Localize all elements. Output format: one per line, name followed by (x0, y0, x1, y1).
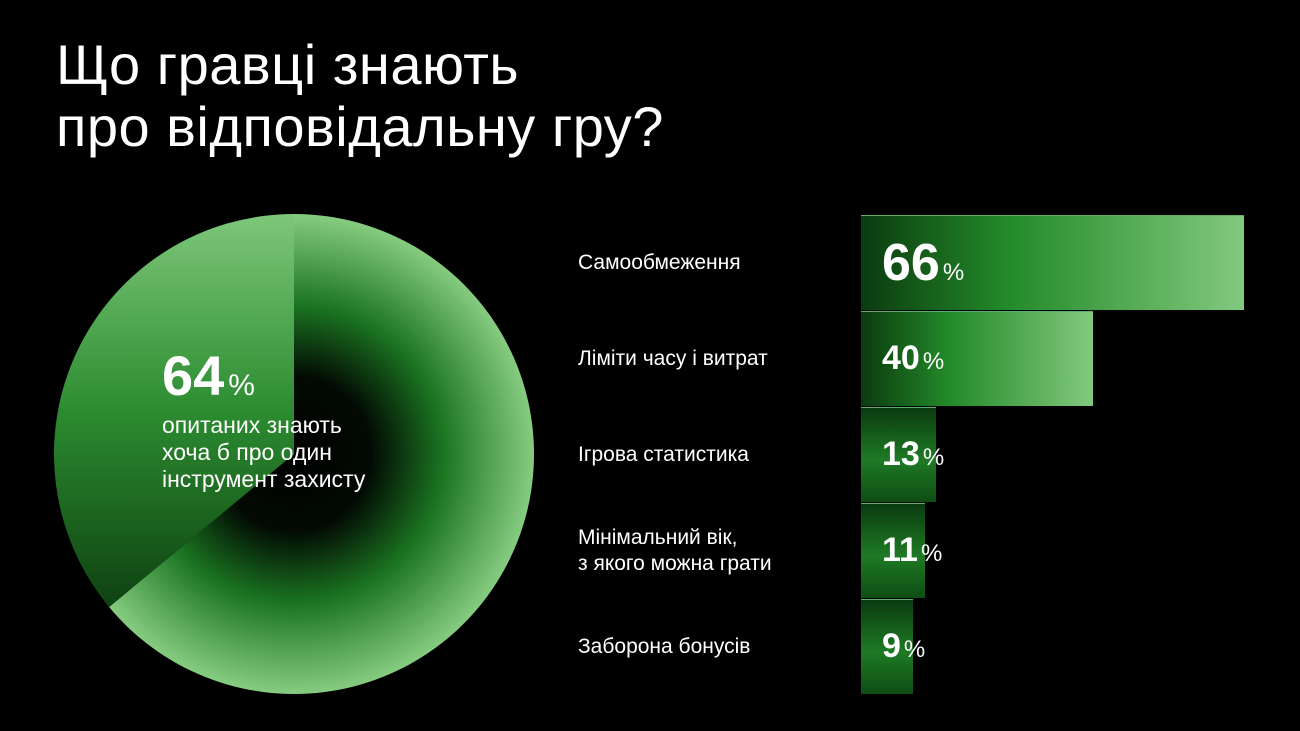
bar-value-unit-4: % (920, 539, 943, 567)
pie-description: опитаних знають хоча б про один інструме… (162, 412, 462, 493)
bar-value-5: 9% (882, 627, 925, 666)
bar-label-4-line-1: Мінімальний вік, (578, 525, 738, 549)
pie-value-number: 64 (162, 344, 225, 407)
bar-value-number-2: 40 (882, 338, 920, 377)
bar-3 (861, 407, 937, 502)
bar-label-1: Самообмеження (578, 215, 853, 310)
title-line-1: Що гравці знають (56, 33, 520, 96)
bar-1 (861, 215, 1244, 310)
pie-description-line-1: опитаних знають (162, 412, 342, 438)
bar-value-2: 40% (882, 339, 944, 378)
pie-description-line-2: хоча б про один (162, 439, 332, 465)
bar-value-unit-1: % (942, 258, 965, 286)
bar-value-number-4: 11 (882, 530, 918, 569)
bar-5 (861, 599, 914, 694)
bar-value-3: 13% (882, 435, 944, 474)
pie-slice-2 (54, 214, 294, 607)
bar-label-5: Заборона бонусів (578, 599, 853, 694)
bar-4 (861, 503, 925, 598)
pie-value: 64 % (162, 346, 462, 406)
pie-slice-1 (109, 214, 534, 694)
bar-label-3: Ігрова статистика (578, 407, 853, 502)
bar-label-4: Мінімальний вік, з якого можна грати (578, 503, 853, 598)
bar-label-3-line-1: Ігрова статистика (578, 442, 749, 466)
pie-chart-svg (54, 214, 534, 694)
bar-value-1: 66% (882, 233, 964, 293)
bar-value-number-3: 13 (882, 434, 920, 473)
page-title: Що гравці знають про відповідальну гру? (56, 34, 664, 158)
pie-center-annotation: 64 % опитаних знають хоча б про один інс… (162, 346, 462, 493)
bar-label-2: Ліміти часу і витрат (578, 311, 853, 406)
bar-value-unit-3: % (922, 443, 945, 471)
bar-label-1-line-1: Самообмеження (578, 250, 741, 274)
bar-value-unit-2: % (922, 347, 945, 375)
pie-chart (54, 214, 534, 694)
title-line-2: про відповідальну гру? (56, 95, 664, 158)
bar-value-unit-5: % (903, 635, 926, 663)
bar-value-number-5: 9 (882, 626, 901, 665)
bar-label-2-line-1: Ліміти часу і витрат (578, 346, 768, 370)
bar-value-number-1: 66 (882, 233, 940, 292)
bar-label-4-line-2: з якого можна грати (578, 551, 772, 575)
pie-value-unit: % (228, 369, 255, 402)
bar-value-4: 11% (882, 531, 942, 570)
bar-label-5-line-1: Заборона бонусів (578, 634, 751, 658)
pie-description-line-3: інструмент захисту (162, 466, 366, 492)
bar-2 (861, 311, 1093, 406)
